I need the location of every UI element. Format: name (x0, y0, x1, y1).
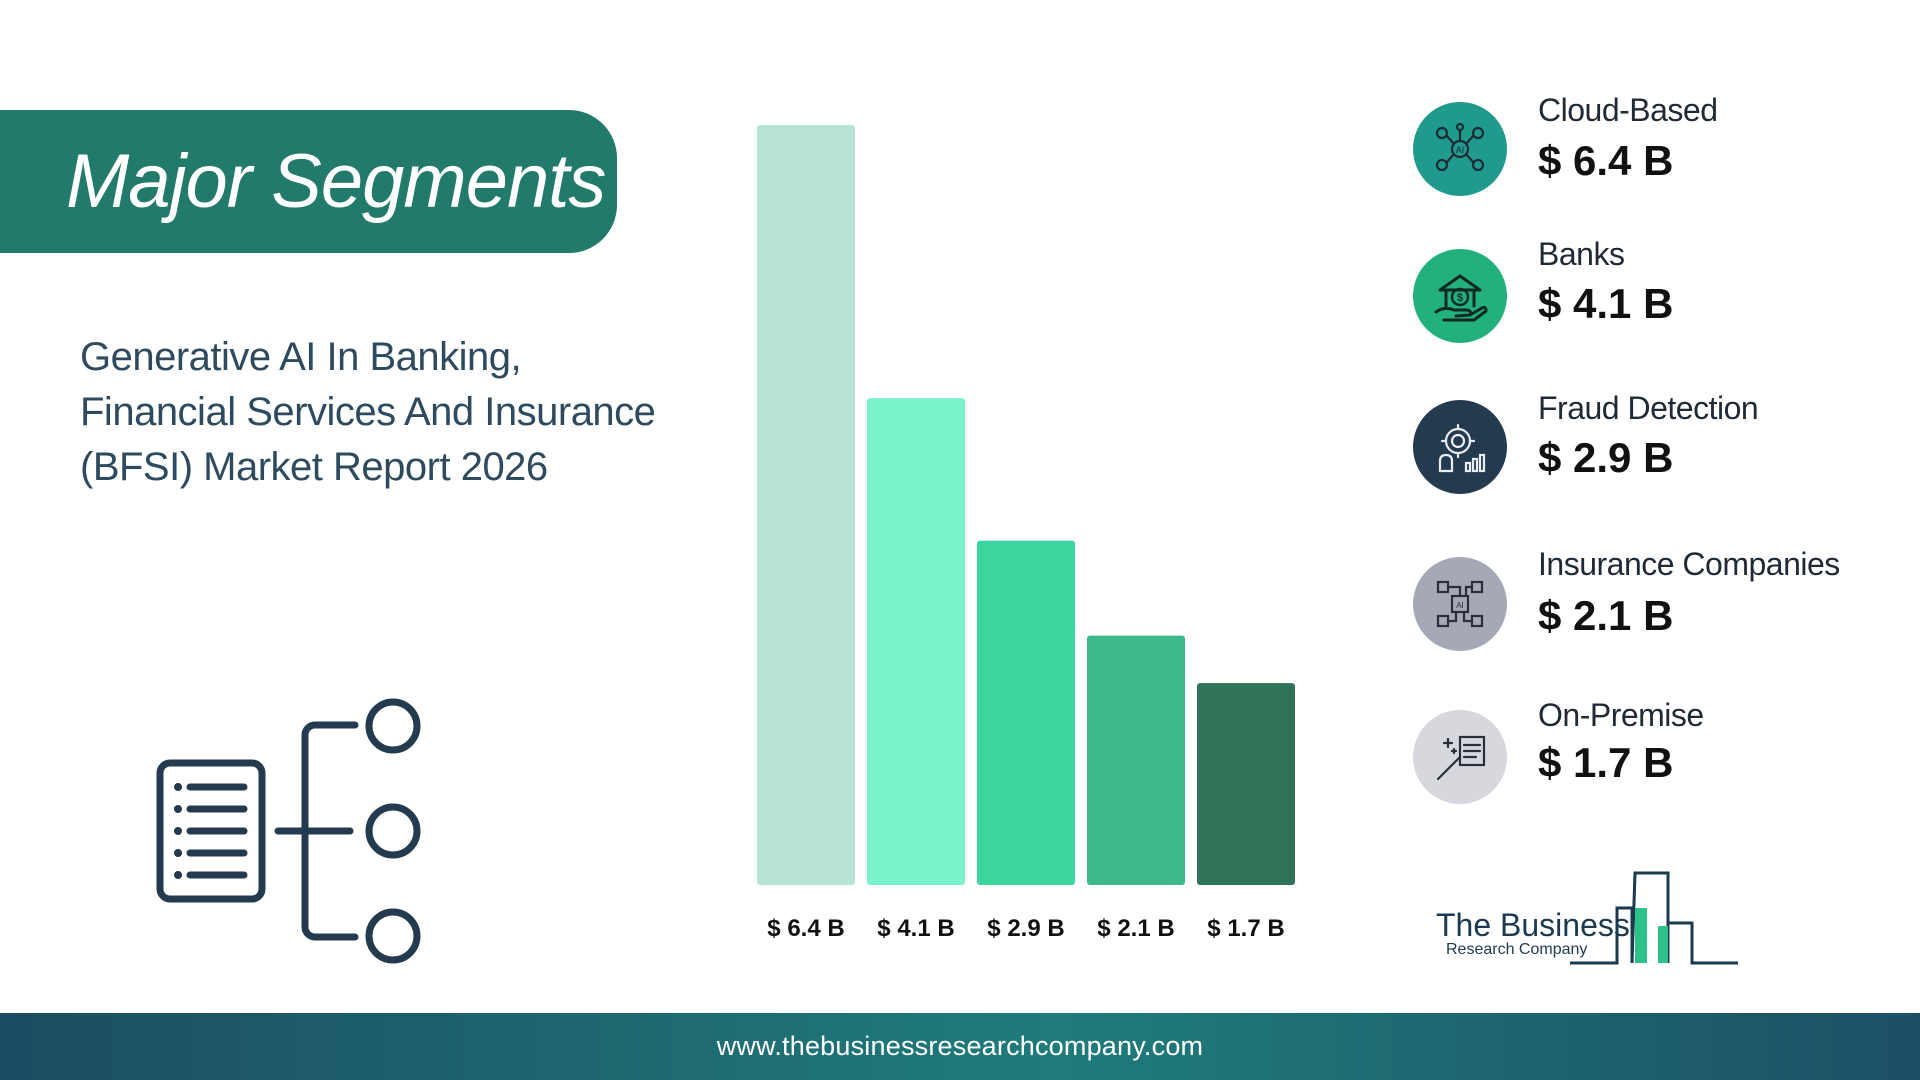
svg-text:$: $ (1457, 292, 1463, 304)
logo-line-2: Research Company (1446, 941, 1587, 958)
bar-chart: $ 6.4 B $ 4.1 B $ 2.9 B $ 2.1 B $ 1.7 B (757, 125, 1295, 940)
footer-url-link[interactable]: www.thebusinessresearchcompany.com (716, 1031, 1204, 1061)
bar-value-label: $ 6.4 B (767, 915, 844, 940)
bank-hand-icon: $ (1434, 274, 1488, 322)
segment-value: $ 6.4 B (1538, 137, 1674, 184)
segment-label: Cloud-Based (1538, 92, 1718, 128)
report-title-line-3: (BFSI) Market Report 2026 (80, 445, 548, 489)
ai-network-icon: AI (1435, 122, 1485, 172)
company-logo: The Business Research Company (1436, 871, 1738, 965)
report-title-line-1: Generative AI In Banking, (80, 335, 522, 379)
segment-icon-circle: $ (1413, 249, 1507, 343)
svg-text:AI: AI (1456, 601, 1464, 610)
segment-value: $ 1.7 B (1538, 739, 1674, 786)
segment-icon-circle (1413, 400, 1507, 494)
bar-value-label: $ 1.7 B (1207, 915, 1284, 940)
segment-label: Insurance Companies (1538, 546, 1840, 582)
report-title: Generative AI In Banking, Financial Serv… (80, 330, 680, 495)
segment-value: $ 2.1 B (1538, 592, 1674, 639)
report-title-line-2: Financial Services And Insurance (80, 390, 656, 434)
segments-tree-icon (156, 698, 421, 964)
bar-on-premise (1197, 683, 1295, 885)
segment-value: $ 2.9 B (1538, 434, 1674, 481)
segment-list: AI Cloud-Based $ 6.4 B $ Banks $ 4.1 B (1410, 0, 1910, 1000)
segment-icon-circle (1413, 710, 1507, 804)
ai-chip-icon: AI (1436, 580, 1484, 628)
title-banner: Major Segments (0, 110, 617, 253)
segment-item-banks: $ Banks $ 4.1 B (1410, 236, 1910, 347)
bar-value-label: $ 2.9 B (987, 915, 1064, 940)
bar-value-label: $ 4.1 B (877, 915, 954, 940)
svg-text:AI: AI (1456, 145, 1465, 155)
bar-insurance-companies (1087, 635, 1185, 885)
segment-item-cloud-based: AI Cloud-Based $ 6.4 B (1410, 92, 1910, 200)
fraud-gear-icon (1438, 423, 1486, 473)
segment-icon-circle: AI (1413, 557, 1507, 651)
segment-item-on-premise: On-Premise $ 1.7 B (1410, 697, 1910, 810)
footer-bar: www.thebusinessresearchcompany.com (0, 1013, 1920, 1080)
segment-value: $ 4.1 B (1538, 280, 1674, 327)
segment-label: Banks (1538, 236, 1625, 272)
segment-item-insurance-companies: AI Insurance Companies $ 2.1 B (1410, 546, 1910, 657)
bar-value-label: $ 2.1 B (1097, 915, 1174, 940)
logo-line-1: The Business (1436, 907, 1630, 943)
segment-icon-circle: AI (1413, 102, 1507, 196)
segment-item-fraud-detection: Fraud Detection $ 2.9 B (1410, 390, 1910, 498)
magic-wand-icon (1436, 735, 1486, 781)
bar-banks (867, 398, 965, 885)
page-title: Major Segments (66, 139, 606, 224)
segment-label: On-Premise (1538, 697, 1704, 733)
bar-cloud-based (757, 125, 855, 885)
bar-fraud-detection (977, 540, 1075, 885)
segment-label: Fraud Detection (1538, 390, 1759, 426)
